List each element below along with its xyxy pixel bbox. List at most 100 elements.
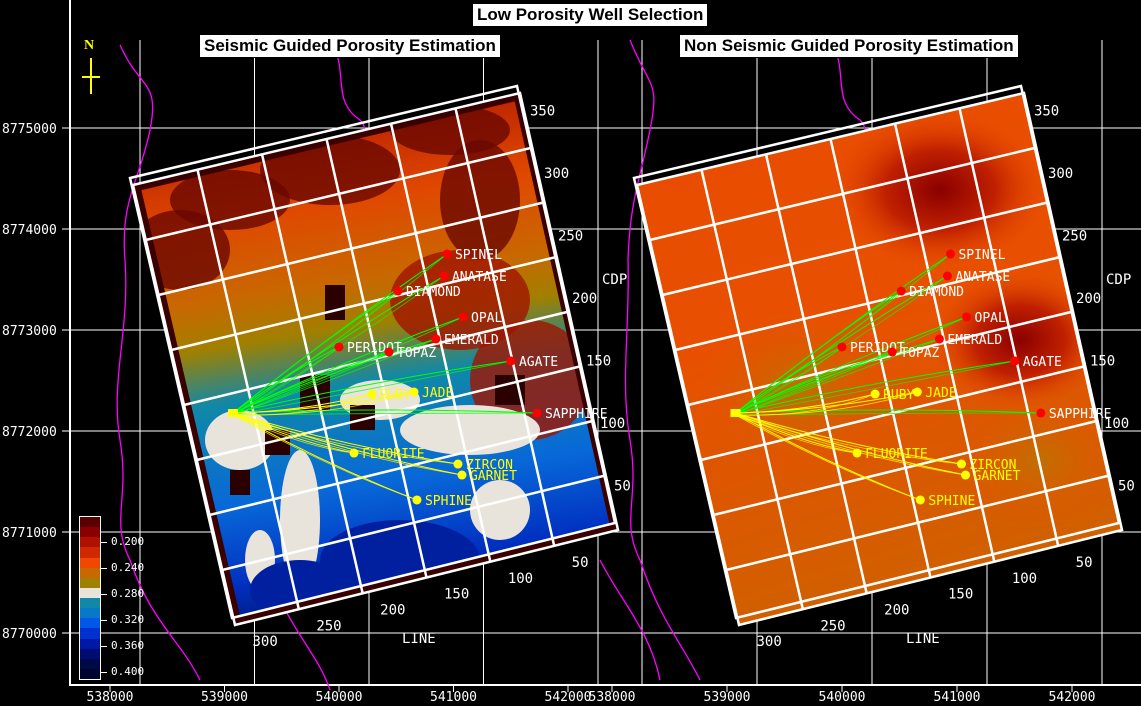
coastline bbox=[624, 39, 701, 681]
well-marker bbox=[837, 342, 847, 352]
cdp-tick-label: 350 bbox=[530, 104, 555, 120]
legend-swatch bbox=[80, 628, 100, 639]
well-trajectory bbox=[735, 338, 940, 414]
legend-swatch bbox=[80, 517, 100, 528]
well-marker bbox=[956, 459, 966, 469]
legend-swatch bbox=[80, 577, 100, 588]
well-label: GARNET bbox=[470, 469, 517, 484]
legend-tick-label: 0.360 bbox=[100, 640, 144, 651]
cdp-tick-label: 350 bbox=[1034, 104, 1059, 120]
well-label: DIAMOND bbox=[909, 285, 964, 300]
coastline bbox=[279, 599, 331, 691]
legend-swatch bbox=[80, 618, 100, 629]
legend-swatch bbox=[80, 598, 100, 609]
well-trajectory bbox=[232, 412, 459, 465]
well-label: TOPAZ bbox=[397, 346, 436, 361]
well-trajectory bbox=[735, 412, 966, 476]
north-label: N bbox=[84, 38, 95, 53]
legend-swatch bbox=[80, 547, 100, 558]
well-trajectory bbox=[232, 360, 512, 416]
well-marker bbox=[431, 334, 441, 344]
well-marker bbox=[945, 249, 955, 259]
source-well-marker bbox=[227, 409, 238, 418]
porosity-0.28-zone bbox=[470, 480, 530, 540]
well-label: ANATASE bbox=[452, 270, 507, 285]
y-axis-label: 8772000 bbox=[2, 425, 57, 440]
well-marker bbox=[942, 271, 952, 281]
legend-tick-label: 0.320 bbox=[100, 614, 144, 625]
line-tick-label: 150 bbox=[948, 587, 973, 603]
well-trajectory bbox=[232, 346, 340, 416]
well-trajectory bbox=[735, 391, 918, 414]
well-marker bbox=[912, 387, 922, 397]
well-marker bbox=[458, 312, 468, 322]
cdp-tick-label: 50 bbox=[1118, 478, 1135, 494]
well-paths bbox=[232, 253, 537, 501]
x-axis-label: 538000 bbox=[87, 690, 134, 705]
porosity-0.28-zone bbox=[280, 450, 320, 590]
well-label: PERIDOT bbox=[347, 341, 402, 356]
well-trajectory bbox=[735, 414, 921, 501]
line-gridline bbox=[700, 169, 805, 610]
well-trajectory bbox=[232, 414, 418, 501]
cdp-tick-label: 50 bbox=[614, 478, 631, 494]
well-marker bbox=[453, 459, 463, 469]
line-tick-label: 50 bbox=[1076, 555, 1093, 571]
cdp-tick-label: 250 bbox=[1062, 229, 1087, 245]
well-marker bbox=[870, 389, 880, 399]
well-label: GARNET bbox=[974, 469, 1021, 484]
legend-swatch bbox=[80, 658, 100, 669]
legend-tick-label: 0.280 bbox=[100, 588, 144, 599]
well-label: DIAMOND bbox=[406, 285, 461, 300]
well-trajectory bbox=[232, 391, 415, 416]
y-axis-label: 8775000 bbox=[2, 122, 57, 137]
seismic-porosity-panel: 350 300 250 200 150 100 50 300 250 200 150 100 50 CDP… bbox=[128, 84, 631, 650]
line-tick-label: 200 bbox=[380, 602, 405, 618]
well-trajectory bbox=[735, 391, 918, 416]
well-marker bbox=[409, 387, 419, 397]
well-trajectory bbox=[735, 412, 921, 501]
line-tick-label: 250 bbox=[316, 618, 341, 634]
x-axis-label: 540000 bbox=[819, 690, 866, 705]
well-marker bbox=[334, 342, 344, 352]
well-label: SPHINE bbox=[928, 494, 975, 509]
x-axis-label: 542000 bbox=[1049, 690, 1096, 705]
well-label: SPHINE bbox=[425, 494, 472, 509]
well-label: EMERALD bbox=[947, 333, 1002, 348]
well-marker bbox=[887, 347, 897, 357]
well-trajectory bbox=[232, 414, 459, 465]
y-axis-label: 8770000 bbox=[2, 627, 57, 642]
well-trajectory bbox=[735, 346, 843, 414]
legend-swatch bbox=[80, 608, 100, 619]
well-label: AGATE bbox=[519, 355, 558, 370]
low-porosity-zone bbox=[260, 135, 400, 205]
line-tick-label: 150 bbox=[444, 587, 469, 603]
north-arrow: N bbox=[82, 38, 102, 98]
well-label: FLUORITE bbox=[362, 447, 425, 462]
line-gridline bbox=[454, 108, 556, 547]
low-porosity-zone bbox=[930, 270, 1110, 410]
well-trajectory bbox=[232, 391, 415, 414]
line-tick-label: 50 bbox=[572, 555, 589, 571]
well-marker bbox=[384, 347, 394, 357]
x-axis-label: 541000 bbox=[934, 690, 981, 705]
well-label: SAPPHIRE bbox=[1049, 407, 1112, 422]
line-gridline bbox=[389, 123, 492, 562]
well-trajectory bbox=[735, 290, 902, 416]
well-marker bbox=[896, 286, 906, 296]
well-marker bbox=[934, 334, 944, 344]
x-axis-label: 538000 bbox=[589, 690, 636, 705]
low-porosity-zone bbox=[830, 110, 1050, 270]
well-trajectory bbox=[232, 409, 537, 414]
line-gridline bbox=[764, 154, 868, 594]
well-trajectory bbox=[232, 290, 399, 414]
well-trajectory bbox=[232, 338, 437, 416]
x-axis-label: 541000 bbox=[430, 690, 477, 705]
well-marker bbox=[393, 286, 403, 296]
line-tick-label: 100 bbox=[508, 571, 533, 587]
well-label: FLUORITE bbox=[865, 447, 928, 462]
anomaly-block bbox=[230, 470, 250, 495]
low-porosity-zone bbox=[440, 140, 520, 260]
cdp-tick-label: 150 bbox=[1090, 353, 1115, 369]
